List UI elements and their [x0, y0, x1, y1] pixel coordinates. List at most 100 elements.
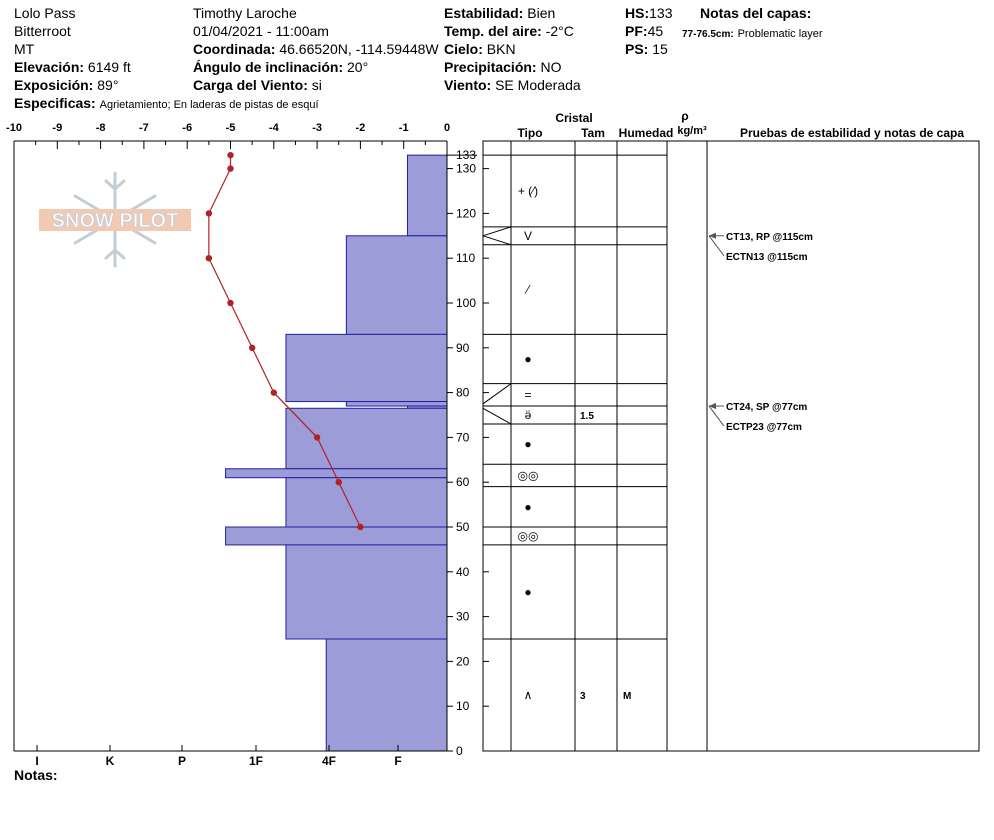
layer-note-range: 77-76.5cm:	[682, 29, 734, 40]
pf-label: PF:	[625, 23, 648, 39]
air-temp: Temp. del aire: -2°C	[444, 23, 574, 39]
state: MT	[14, 41, 35, 57]
datetime: 01/04/2021 - 11:00am	[193, 23, 329, 39]
coord-label: Coordinada:	[193, 41, 276, 57]
hardness-bar	[285, 544, 448, 640]
temperature-point	[248, 344, 256, 351]
air-temp-value: -2°C	[545, 23, 574, 39]
logo-text: SNOW PILOT	[52, 210, 179, 232]
test-arrow-line	[708, 405, 725, 427]
coordinates: Coordinada: 46.66520N, -114.59448W	[193, 41, 439, 57]
hs: HS:133	[625, 5, 672, 21]
height-label: 10	[456, 699, 470, 713]
height-label: 40	[456, 565, 470, 579]
temperature-point	[205, 210, 213, 217]
stability-test: ECTN13 @115cm	[726, 252, 808, 263]
height-label: 90	[456, 341, 470, 355]
hs-value: 133	[649, 5, 673, 21]
hardness-bar	[406, 154, 448, 237]
hardness-bar	[285, 407, 448, 470]
header-moisture: Humedad	[619, 126, 674, 140]
height-label: 50	[456, 520, 470, 534]
wind-load-value: si	[311, 77, 322, 93]
stability-value: Bien	[527, 5, 556, 21]
precip-label: Precipitación:	[444, 59, 537, 75]
hardness-bar	[285, 477, 448, 528]
header-type: Tipo	[517, 126, 542, 140]
layer-type: + (⁄)	[518, 184, 538, 198]
temp-tick-label: -3	[312, 122, 322, 134]
hardness-label: 1F	[249, 754, 263, 768]
aspect-label: Exposición:	[14, 77, 94, 93]
elevation-value: 6149 ft	[87, 59, 131, 75]
temperature-point	[357, 523, 364, 531]
wind: Viento: SE Moderada	[444, 77, 581, 93]
specifics: Especificas: Agrietamiento; En laderas d…	[14, 95, 319, 113]
hardness-bar	[285, 333, 448, 403]
wind-load-label: Carga del Viento:	[193, 77, 308, 93]
layer-moisture: M	[623, 691, 631, 702]
layer-type: ◎◎	[518, 468, 539, 482]
temperature-point	[227, 299, 234, 307]
layer-type: ⁄	[524, 283, 531, 297]
slope-label: Ángulo de inclinación:	[193, 59, 344, 75]
location: Lolo Pass	[14, 5, 76, 21]
slope-angle: Ángulo de inclinación: 20°	[193, 59, 368, 75]
layer-type: V	[524, 229, 532, 243]
height-label: 60	[456, 475, 470, 489]
header-density-unit: kg/m³	[677, 125, 707, 137]
header-crystal: Cristal	[555, 111, 592, 125]
temperature-point	[313, 434, 321, 441]
sky-label: Cielo:	[444, 41, 483, 57]
temperature-point	[270, 389, 277, 396]
stability-test: ECTP23 @77cm	[726, 422, 802, 433]
layer-connector	[482, 226, 512, 237]
temp-tick-label: -7	[139, 122, 149, 134]
layer-connector	[482, 407, 512, 425]
hardness-label: 4F	[322, 754, 336, 768]
temp-tick-label: -9	[52, 122, 62, 134]
layer-type: ●	[524, 500, 531, 514]
layer-note-text: Problematic layer	[737, 28, 823, 40]
layer-type: =	[524, 388, 531, 402]
slope-value: 20°	[347, 59, 369, 75]
hardness-bar	[325, 638, 448, 752]
height-label: 110	[456, 251, 475, 265]
notes-label: Notas:	[14, 767, 58, 783]
observer: Timothy Laroche	[193, 5, 297, 21]
hardness-bar	[345, 235, 448, 335]
precipitation: Precipitación: NO	[444, 59, 561, 75]
layer-notes-label: Notas del capas:	[700, 5, 812, 21]
hardness-label: I	[35, 754, 38, 768]
height-label: 0	[456, 744, 463, 758]
height-top-label: 133	[456, 148, 476, 162]
temp-tick-label: -6	[182, 122, 192, 134]
layer-type: ◎◎	[518, 529, 539, 543]
hardness-label: K	[106, 754, 115, 768]
height-label: 30	[456, 610, 470, 624]
sky: Cielo: BKN	[444, 41, 516, 57]
layer-type: ∧	[524, 688, 533, 702]
precip-value: NO	[540, 59, 562, 75]
layer-size: 3	[580, 691, 586, 702]
wind-value: SE Moderada	[495, 77, 581, 93]
stability-test: CT13, RP @115cm	[726, 232, 813, 243]
temp-tick-label: -1	[399, 122, 409, 134]
temperature-point	[227, 151, 234, 159]
snowpilot-logo: SNOW PILOT	[39, 171, 191, 268]
test-arrow-head	[709, 403, 716, 410]
temperature-point	[227, 165, 234, 172]
header-density-symbol: ρ	[681, 109, 688, 123]
sky-value: BKN	[486, 41, 516, 57]
height-label: 20	[456, 654, 470, 668]
air-temp-label: Temp. del aire:	[444, 23, 542, 39]
temperature-point	[205, 255, 213, 262]
wind-label: Viento:	[444, 77, 492, 93]
range: Bitterroot	[14, 23, 71, 39]
test-arrow-line	[708, 235, 725, 257]
ps-value: 15	[652, 41, 668, 57]
elevation: Elevación: 6149 ft	[14, 59, 131, 75]
temp-tick-label: 0	[444, 122, 450, 134]
header-tests: Pruebas de estabilidad y notas de capa	[740, 126, 964, 140]
